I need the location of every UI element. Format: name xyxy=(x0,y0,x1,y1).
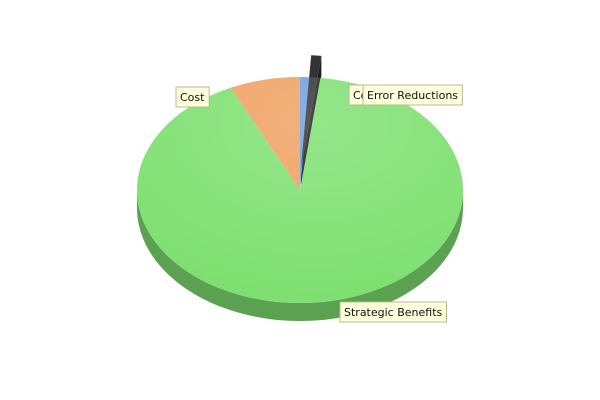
label-box xyxy=(362,84,463,106)
data-label: Cost xyxy=(175,86,210,108)
label-box xyxy=(339,301,448,323)
data-label: Error Reductions xyxy=(362,84,463,106)
label-text: Cost xyxy=(180,91,205,104)
label-text: Error Reductions xyxy=(367,89,458,102)
label-box xyxy=(175,86,210,108)
data-label: Strategic Benefits xyxy=(339,301,448,323)
label-text: Strategic Benefits xyxy=(344,306,443,319)
